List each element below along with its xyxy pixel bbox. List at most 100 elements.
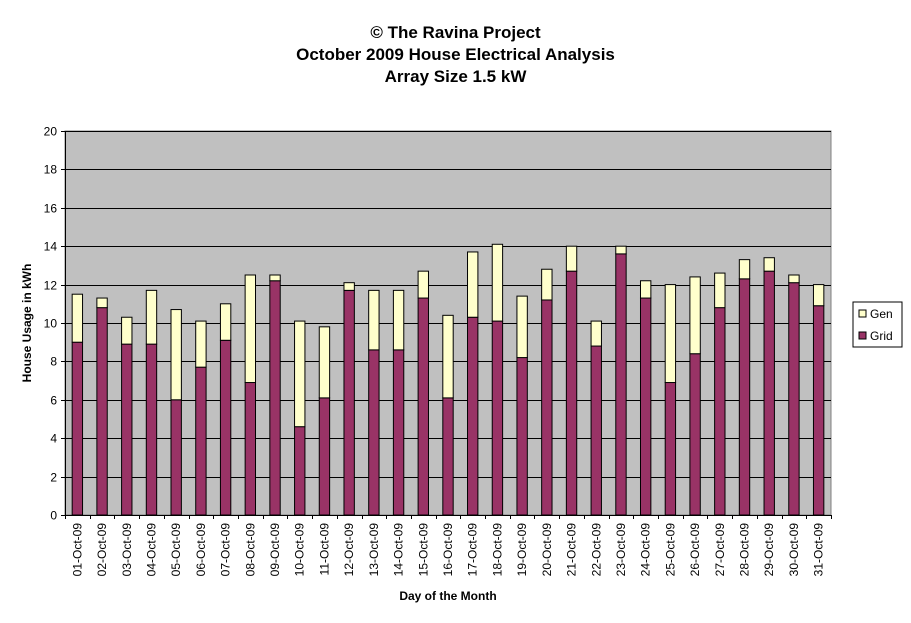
bar-grid (145, 343, 158, 516)
bar-gen (788, 274, 800, 284)
bar-grid (392, 349, 405, 516)
bar-grid (294, 426, 306, 516)
x-tick-label: 06-Oct-09 (194, 523, 208, 577)
bar-grid (565, 270, 578, 516)
chart-title: © The Ravina Project October 2009 House … (0, 22, 911, 88)
chart-title-line-1: © The Ravina Project (370, 23, 541, 42)
bar-gen (343, 282, 355, 291)
y-tick-label: 8 (50, 355, 57, 369)
bar-gen (714, 272, 726, 309)
bar-gen (516, 295, 528, 359)
x-tick-label: 03-Oct-09 (120, 523, 134, 577)
bars (71, 243, 825, 516)
legend-label-gen: Gen (870, 307, 893, 321)
x-tick-label: 31-Oct-09 (812, 523, 826, 577)
x-tick-label: 07-Oct-09 (219, 523, 233, 577)
x-tick-label: 04-Oct-09 (144, 523, 158, 577)
bar-gen (269, 274, 281, 282)
bar-grid (639, 297, 652, 516)
x-tick-label: 10-Oct-09 (293, 523, 307, 577)
bar-grid (541, 299, 553, 516)
bar-gen (738, 259, 751, 280)
x-axis-title: Day of the Month (399, 589, 496, 603)
x-tick-label: 08-Oct-09 (243, 523, 257, 577)
bar-grid (590, 345, 602, 516)
bar-grid (71, 341, 84, 516)
bar-grid (417, 297, 429, 516)
bar-grid (343, 289, 355, 516)
bar-grid (738, 278, 751, 516)
bar-gen (541, 268, 553, 301)
bar-gen (145, 289, 158, 345)
legend: Gen Grid (852, 301, 903, 348)
y-tick-label: 14 (44, 240, 58, 254)
x-tick-label: 18-Oct-09 (490, 523, 504, 577)
x-tick-label: 27-Oct-09 (713, 523, 727, 577)
y-tick-label: 2 (50, 471, 57, 485)
legend-label-grid: Grid (870, 329, 893, 343)
bar-gen (417, 270, 429, 299)
x-tick-label: 15-Oct-09 (416, 523, 430, 577)
bar-gen (689, 276, 701, 355)
bar-gen (491, 243, 504, 322)
x-tick-label: 28-Oct-09 (738, 523, 752, 577)
x-tick-label: 02-Oct-09 (95, 523, 109, 577)
x-tick-label: 09-Oct-09 (268, 523, 282, 577)
bar-grid (467, 316, 479, 516)
bar-gen (195, 320, 207, 368)
x-tick-label: 19-Oct-09 (515, 523, 529, 577)
chart-title-line-2: October 2009 House Electrical Analysis (296, 45, 615, 64)
bar-gen (392, 289, 405, 351)
y-tick-label: 6 (50, 394, 57, 408)
x-tick-label: 29-Oct-09 (762, 523, 776, 577)
bar-gen (71, 293, 84, 343)
y-tick-label: 12 (44, 279, 58, 293)
bar-gen (121, 316, 133, 345)
x-axis: 01-Oct-09 02-Oct-09 03-Oct-09 04-Oct-09 05-O… (65, 515, 832, 576)
x-tick-label: 22-Oct-09 (589, 523, 603, 577)
bar-gen (368, 289, 380, 351)
y-tick-label: 18 (44, 163, 58, 177)
x-tick-label: 26-Oct-09 (688, 523, 702, 577)
bar-gen (590, 320, 602, 347)
bar-gen (763, 257, 775, 272)
bar-grid (195, 366, 207, 516)
y-tick-label: 16 (44, 202, 58, 216)
x-tick-label: 25-Oct-09 (663, 523, 677, 577)
bar-grid (244, 382, 257, 516)
bar-grid (219, 339, 232, 516)
bar-grid (442, 397, 454, 516)
bar-grid (368, 349, 380, 516)
bar-grid (788, 282, 800, 516)
bar-gen (812, 284, 825, 307)
bar-grid (714, 307, 726, 516)
bar-gen (170, 309, 182, 401)
x-tick-label: 05-Oct-09 (169, 523, 183, 577)
bar-gen (96, 297, 108, 309)
bar-grid (121, 343, 133, 516)
x-tick-label: 13-Oct-09 (367, 523, 381, 577)
chart-title-line-3: Array Size 1.5 kW (384, 67, 527, 86)
x-tick-label: 16-Oct-09 (441, 523, 455, 577)
bar-gen (294, 320, 306, 428)
bar-gen (639, 280, 652, 299)
x-tick-label: 11-Oct-09 (317, 523, 331, 576)
legend-swatch-gen (858, 309, 867, 318)
x-tick-label: 24-Oct-09 (639, 523, 653, 577)
y-tick-label: 0 (50, 509, 57, 523)
bar-grid (615, 253, 627, 516)
bar-gen (442, 314, 454, 399)
y-tick-label: 10 (44, 317, 58, 331)
bar-grid (318, 397, 331, 516)
bar-gen (219, 303, 232, 341)
bar-gen (565, 245, 578, 272)
x-tick-label: 14-Oct-09 (392, 523, 406, 577)
x-tick-label: 23-Oct-09 (614, 523, 628, 577)
bar-grid (491, 320, 504, 516)
bar-gen (467, 251, 479, 318)
bar-grid (96, 307, 108, 516)
y-axis: 0 2 4 6 8 10 12 14 16 18 20 (44, 125, 66, 523)
bar-grid (763, 270, 775, 516)
bar-grid (664, 382, 677, 516)
